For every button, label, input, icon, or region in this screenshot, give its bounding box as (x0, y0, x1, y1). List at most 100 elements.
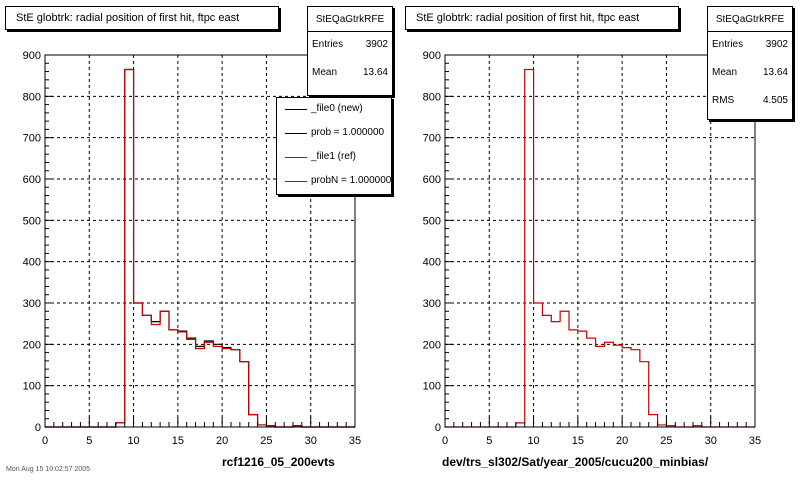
right-series-0-bin (649, 415, 658, 427)
left-series-1-bin (196, 348, 205, 427)
right-series-0-bin (569, 330, 578, 427)
right-stats-entries-value: 3902 (765, 39, 788, 50)
right-series-0-bin (534, 303, 543, 427)
right-x-tick-label: 30 (705, 435, 717, 447)
right-series-0-bin (525, 69, 534, 427)
left-caption: rcf1216_05_200evts (222, 455, 335, 469)
right-y-tick-label: 0 (435, 422, 441, 434)
left-series-1-bin (134, 303, 143, 427)
right-stats-name: StEQaGtrkRFE (708, 7, 792, 32)
right-series-0-bin (516, 423, 525, 427)
left-series-1-bin (249, 415, 258, 427)
legend-label-file1: _file1 (ref) (311, 151, 357, 162)
left-y-tick-label: 200 (23, 339, 41, 351)
left-stats-entries-row: Entries 3902 (308, 32, 392, 60)
right-x-tick-label: 10 (527, 435, 539, 447)
left-stats-mean-value: 13.64 (362, 67, 388, 78)
legend-entry-prob: prob = 1.000000 (277, 122, 391, 146)
legend-line-prob (285, 133, 307, 134)
right-series-0-bin (640, 362, 649, 427)
left-stats-mean-label: Mean (312, 67, 338, 78)
right-x-tick-label: 20 (616, 435, 628, 447)
right-x-tick-label: 25 (660, 435, 672, 447)
left-title: StE globtrk: radial position of first hi… (16, 12, 240, 24)
left-histogram-pad: 0 5 10 15 20 25 30 35 0 100 200 300 400 500 600 700 800 9… (5, 6, 393, 473)
right-histogram-plot: 0 5 10 15 20 25 30 35 0 100 200 300 400 500 600 700 800 9… (423, 50, 761, 447)
left-stats-mean-row: Mean 13.64 (308, 60, 392, 88)
left-series-1-bin (231, 350, 240, 427)
right-series-0-bin (560, 311, 569, 427)
right-x-tick-label: 0 (442, 435, 448, 447)
left-stats-entries-label: Entries (312, 39, 344, 50)
right-plot-frame (444, 54, 756, 428)
left-x-tick-label: 5 (86, 435, 92, 447)
right-y-tick-label: 500 (423, 215, 441, 227)
right-stats-rms-value: 4.505 (762, 95, 788, 106)
left-y-tick-label: 900 (23, 50, 41, 62)
right-stats-mean-value: 13.64 (762, 67, 788, 78)
legend-entry-file0: _file0 (new) (277, 98, 391, 122)
left-series-1-bin (204, 342, 213, 427)
left-stats-entries-value: 3902 (365, 39, 388, 50)
right-y-tick-label: 400 (423, 257, 441, 269)
footnote-timestamp: Mon Aug 15 10:02:57 2005 (6, 466, 91, 473)
right-x-tick-label: 15 (572, 435, 584, 447)
right-stats-box: StEQaGtrkRFE Entries 3902 Mean 13.64 RMS… (707, 6, 793, 120)
left-series-1-bin (178, 332, 187, 427)
left-series-1-bin (222, 348, 231, 427)
legend-line-file1 (285, 157, 307, 158)
legend-line-probn (285, 181, 307, 182)
left-x-tick-label: 25 (260, 435, 272, 447)
legend-entry-file1: _file1 (ref) (277, 146, 391, 170)
right-y-tick-label: 800 (423, 91, 441, 103)
left-y-tick-label: 0 (35, 422, 41, 434)
right-series-0-bin (542, 315, 551, 427)
right-series-0-bin (604, 342, 613, 427)
right-y-tick-label: 200 (423, 339, 441, 351)
left-y-tick-label: 100 (23, 381, 41, 393)
right-caption: dev/trs_sl302/Sat/year_2005/cucu200_minb… (442, 455, 709, 469)
right-series-0-bin (613, 345, 622, 427)
right-series-0-bin (622, 348, 631, 427)
left-y-tick-label: 800 (23, 91, 41, 103)
right-title-box: StE globtrk: radial position of first hi… (405, 6, 679, 30)
left-y-tick-label: 400 (23, 257, 41, 269)
left-series-1-bin (151, 324, 160, 427)
right-stats-entries-label: Entries (712, 39, 744, 50)
right-y-tick-label: 600 (423, 174, 441, 186)
left-y-tick-label: 300 (23, 298, 41, 310)
right-stats-mean-label: Mean (712, 67, 738, 78)
legend-label-probn: probN = 1.000000 (311, 175, 392, 186)
left-y-tick-label: 600 (23, 174, 41, 186)
right-series-0-bin (587, 338, 596, 427)
left-series-1-bin (213, 346, 222, 427)
right-stats-rms-row: RMS 4.505 (708, 88, 792, 116)
right-y-tick-label: 900 (423, 50, 441, 62)
legend-label-file0: _file0 (new) (311, 103, 363, 114)
right-x-tick-label: 5 (486, 435, 492, 447)
left-title-box: StE globtrk: radial position of first hi… (5, 6, 279, 30)
left-series-1-bin (187, 339, 196, 427)
legend-entry-probn: probN = 1.000000 (277, 170, 391, 194)
left-x-tick-label: 30 (305, 435, 317, 447)
left-x-tick-label: 35 (349, 435, 361, 447)
right-series-0-bin (596, 346, 605, 427)
left-y-tick-label: 700 (23, 133, 41, 145)
left-stats-name: StEQaGtrkRFE (308, 7, 392, 32)
left-x-tick-label: 15 (172, 435, 184, 447)
left-y-tick-label: 500 (23, 215, 41, 227)
right-series-0-bin (551, 322, 560, 427)
left-x-tick-label: 0 (42, 435, 48, 447)
left-series-1-bin (142, 315, 151, 427)
left-series-1-bin (125, 69, 134, 427)
right-stats-entries-row: Entries 3902 (708, 32, 792, 60)
right-stats-rms-label: RMS (712, 95, 735, 106)
left-series-1-bin (240, 362, 249, 427)
left-x-tick-label: 10 (127, 435, 139, 447)
left-plot-frame (44, 54, 356, 428)
left-x-tick-label: 20 (216, 435, 228, 447)
left-series-1-bin (160, 311, 169, 427)
right-title: StE globtrk: radial position of first hi… (416, 12, 640, 24)
left-stats-box: StEQaGtrkRFE Entries 3902 Mean 13.64 (307, 6, 393, 96)
left-series-1-bin (116, 423, 125, 427)
